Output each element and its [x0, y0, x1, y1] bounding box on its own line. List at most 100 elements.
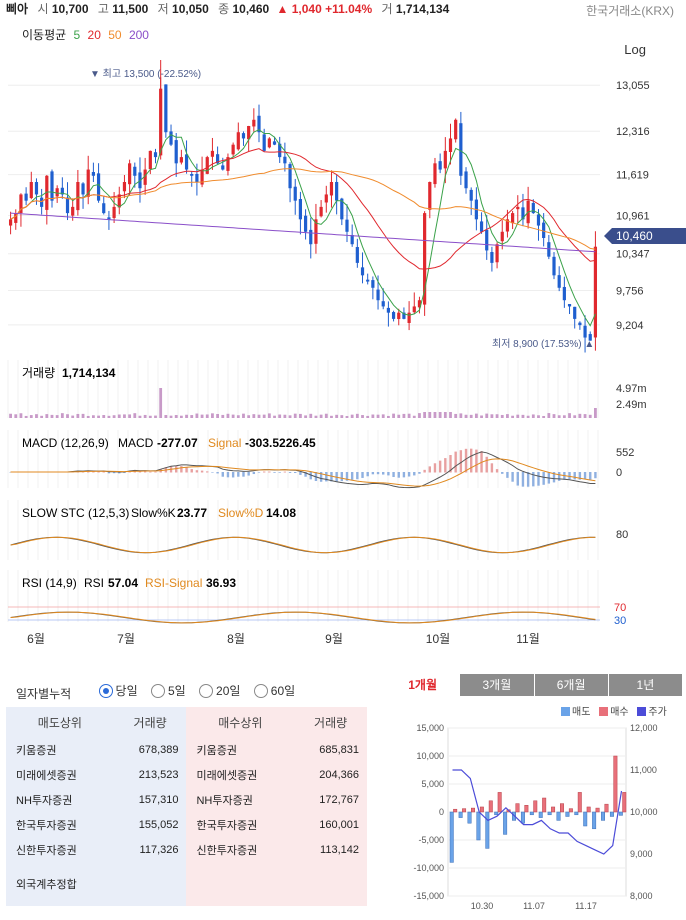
- volume-bar: [293, 413, 297, 418]
- buy-broker-name[interactable]: 키움증권: [186, 737, 295, 762]
- macd-hist-bar: [459, 450, 463, 473]
- volume-bar: [179, 415, 183, 418]
- volume-bar: [418, 413, 421, 418]
- tab-1year[interactable]: 1년: [607, 674, 682, 696]
- buy-bar: [577, 792, 582, 813]
- radio-5day[interactable]: 5일: [150, 682, 186, 699]
- macd-hist-bar: [501, 472, 504, 474]
- macd-tick-label: 552: [616, 447, 634, 459]
- volume-bar: [216, 413, 220, 418]
- candle: [412, 306, 416, 313]
- ma200[interactable]: 200: [128, 28, 149, 42]
- tab-3month[interactable]: 3개월: [459, 674, 534, 696]
- macd-hist-bar: [278, 472, 281, 473]
- candle: [117, 194, 121, 208]
- macd-hist-bar: [294, 472, 297, 474]
- macd-hist-bar: [97, 471, 100, 473]
- buy-bar: [533, 800, 538, 813]
- sell-broker-volume: 678,389: [113, 737, 187, 762]
- candle: [464, 171, 468, 189]
- candle: [65, 197, 70, 214]
- stock-chart[interactable]: 13,055 12,316 11,619 10,961 10,347 9,756 9,204…: [0, 60, 686, 660]
- quote-header: 삐아 시 10,700 고 11,500 저 10,050 종 10,460 ▲…: [6, 0, 449, 18]
- candle: [34, 182, 39, 195]
- radio-60day[interactable]: 60일: [253, 682, 295, 699]
- ma5[interactable]: 5: [73, 28, 81, 42]
- ma50[interactable]: 50: [108, 28, 122, 42]
- candle: [485, 229, 489, 251]
- volume-bar: [283, 414, 287, 418]
- candle: [573, 306, 577, 319]
- volume-bar: [500, 414, 504, 418]
- low-label: 저: [157, 2, 169, 16]
- candle: [96, 173, 101, 201]
- rsi-tick-label: 70: [614, 602, 626, 614]
- candle: [438, 161, 442, 170]
- macd-hist-bar: [573, 472, 576, 480]
- candle: [169, 131, 173, 145]
- y-tick-label: -15,000: [413, 891, 444, 901]
- volume-bar: [459, 413, 463, 418]
- sell-bar: [592, 811, 597, 830]
- candle: [335, 181, 339, 201]
- legend-price: 주가: [648, 707, 667, 718]
- candle: [459, 123, 463, 176]
- macd-hist-bar: [143, 471, 147, 473]
- macd-hist-bar: [433, 463, 437, 473]
- candle: [200, 169, 204, 185]
- sell-bar: [449, 811, 454, 863]
- macd-hist-bar: [392, 472, 395, 478]
- volume-bar: [128, 414, 132, 418]
- macd-hist-bar: [149, 471, 152, 473]
- sell-broker-name[interactable]: 키움증권: [6, 737, 114, 762]
- macd-hist-bar: [299, 472, 302, 475]
- sell-broker-name[interactable]: 미래에셋증권: [6, 762, 114, 787]
- radio-20day[interactable]: 20일: [199, 682, 240, 699]
- buy-broker-name[interactable]: 미래에셋증권: [186, 762, 295, 787]
- volume-bar: [511, 415, 515, 418]
- volume-bar: [485, 413, 489, 418]
- macd-hist-bar: [557, 472, 561, 481]
- slow-d-line: [10, 536, 596, 554]
- candle: [148, 150, 152, 170]
- legend-sell: 매도: [572, 707, 591, 718]
- candle: [221, 165, 225, 170]
- macd-hist-bar: [376, 472, 380, 475]
- ma-line-200: [10, 212, 596, 253]
- x-tick-label: 9월: [325, 632, 343, 646]
- volume-bar: [324, 413, 328, 418]
- buy-bar: [613, 755, 618, 813]
- candle: [314, 219, 318, 244]
- buy-bar: [595, 807, 600, 813]
- volume-bar: [568, 413, 571, 418]
- volume-bar: [107, 415, 111, 418]
- volume-bar: [231, 414, 235, 418]
- buy-broker-name[interactable]: 한국투자증권: [186, 812, 295, 837]
- volume-bar: [40, 415, 44, 418]
- candle: [231, 144, 235, 155]
- buy-broker-name[interactable]: 신한투자증권: [186, 837, 295, 862]
- rsi-signal-label: RSI-Signal: [145, 576, 202, 590]
- ma20[interactable]: 20: [87, 28, 101, 42]
- x-axis: 6월 7월 8월 9월 10월 11월: [27, 632, 540, 646]
- candle: [267, 138, 271, 148]
- radio-today[interactable]: 당일: [98, 682, 138, 699]
- sell-bar: [520, 811, 525, 824]
- sell-bar: [529, 811, 534, 816]
- buy-broker-name[interactable]: NH투자증권: [186, 787, 295, 812]
- candle: [391, 312, 396, 319]
- log-scale-toggle[interactable]: Log: [624, 42, 646, 57]
- sell-broker-name[interactable]: 신한투자증권: [6, 837, 114, 862]
- macd-hist-bar: [382, 472, 385, 475]
- candle: [14, 213, 18, 223]
- candle: [552, 256, 556, 276]
- sell-broker-name[interactable]: 한국투자증권: [6, 812, 114, 837]
- candle: [81, 183, 85, 195]
- foreign-estimate-label: 외국계추정합: [6, 862, 187, 906]
- sell-broker-name[interactable]: NH투자증권: [6, 787, 114, 812]
- candle: [60, 187, 64, 195]
- macd-hist-bar: [180, 466, 183, 473]
- tab-1month[interactable]: 1개월: [386, 674, 460, 696]
- x-tick-label: 6월: [27, 632, 45, 646]
- tab-6month[interactable]: 6개월: [533, 674, 608, 696]
